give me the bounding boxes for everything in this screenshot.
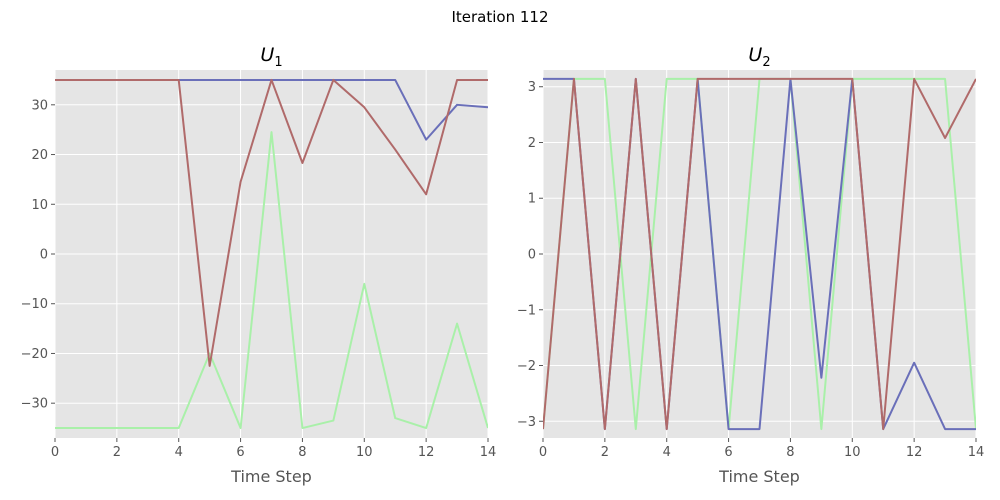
subplot-title: U2 bbox=[748, 44, 770, 70]
figure-suptitle: Iteration 112 bbox=[451, 8, 548, 26]
series-line-0 bbox=[55, 131, 488, 430]
subplot-title: U1 bbox=[260, 44, 282, 70]
subplot-title-main: U bbox=[748, 44, 762, 66]
x-tick-label: 6 bbox=[724, 445, 732, 460]
x-tick-label: 8 bbox=[786, 445, 794, 460]
x-tick-label: 12 bbox=[418, 445, 435, 460]
x-tick-label: 10 bbox=[844, 445, 861, 460]
y-tick-label: −10 bbox=[21, 297, 48, 312]
x-tick-label: 4 bbox=[175, 445, 183, 460]
subplot-title-subscript: 2 bbox=[762, 55, 770, 70]
x-tick-label: 14 bbox=[968, 445, 985, 460]
y-tick-label: 1 bbox=[528, 192, 536, 207]
subplot-u1: 0 2 4 6 8 10 12 14 −30 −20 −10 0 10 20 30 U1 Time Step bbox=[21, 44, 497, 486]
y-tick-label: 3 bbox=[528, 80, 536, 95]
x-tick-label: 8 bbox=[298, 445, 306, 460]
y-tick-label: 0 bbox=[528, 248, 536, 263]
x-tick-label: 4 bbox=[663, 445, 671, 460]
x-tick-label: 2 bbox=[113, 445, 121, 460]
y-tick-label: 20 bbox=[31, 148, 48, 163]
series-line-2 bbox=[543, 77, 976, 431]
x-tick-label: 0 bbox=[51, 445, 59, 460]
y-tick-label: −1 bbox=[517, 303, 536, 318]
y-tick-label: −20 bbox=[21, 347, 48, 362]
x-tick-label: 0 bbox=[539, 445, 547, 460]
y-tick-label: −2 bbox=[517, 359, 536, 374]
y-tick-label: −30 bbox=[21, 397, 48, 412]
y-tick-label: 0 bbox=[40, 248, 48, 263]
y-tick-label: 10 bbox=[31, 198, 48, 213]
x-tick-label: 6 bbox=[236, 445, 244, 460]
subplot-title-subscript: 1 bbox=[274, 55, 282, 70]
x-tick-label: 12 bbox=[906, 445, 923, 460]
series-line-2 bbox=[55, 78, 488, 367]
x-tick-label: 2 bbox=[601, 445, 609, 460]
y-tick-label: 2 bbox=[528, 136, 536, 151]
y-tick-label: −3 bbox=[517, 415, 536, 430]
x-axis-label: Time Step bbox=[718, 467, 800, 486]
y-tick-label: 30 bbox=[31, 98, 48, 113]
x-tick-label: 14 bbox=[480, 445, 497, 460]
subplot-title-main: U bbox=[260, 44, 274, 66]
x-axis-label: Time Step bbox=[230, 467, 312, 486]
x-tick-label: 10 bbox=[356, 445, 373, 460]
